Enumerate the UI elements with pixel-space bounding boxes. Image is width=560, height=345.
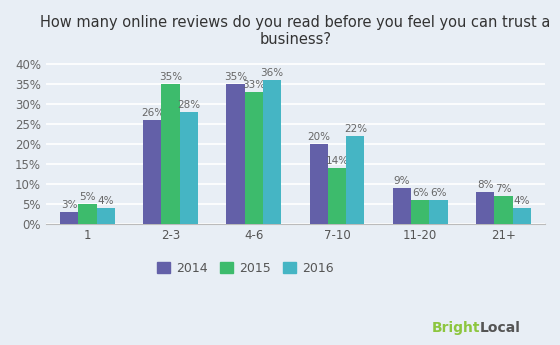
Bar: [512, 208, 531, 224]
Bar: [328, 168, 346, 224]
Title: How many online reviews do you read before you feel you can trust a
business?: How many online reviews do you read befo…: [40, 15, 550, 47]
Text: 35%: 35%: [159, 71, 182, 81]
Bar: [476, 192, 494, 224]
Text: 4%: 4%: [514, 196, 530, 206]
Text: 20%: 20%: [307, 132, 330, 142]
Bar: [263, 80, 281, 224]
Bar: [97, 208, 115, 224]
Text: 9%: 9%: [394, 176, 410, 186]
Text: Bright: Bright: [431, 321, 480, 335]
Text: 35%: 35%: [224, 71, 247, 81]
Text: 7%: 7%: [495, 184, 512, 194]
Text: 4%: 4%: [97, 196, 114, 206]
Text: 6%: 6%: [430, 188, 447, 198]
Bar: [78, 204, 97, 224]
Bar: [60, 212, 78, 224]
Bar: [226, 83, 245, 224]
Text: 26%: 26%: [141, 108, 164, 118]
Bar: [346, 136, 365, 224]
Text: 8%: 8%: [477, 180, 493, 190]
Text: 22%: 22%: [344, 124, 367, 134]
Bar: [310, 144, 328, 224]
Text: 6%: 6%: [412, 188, 428, 198]
Text: 28%: 28%: [178, 100, 200, 110]
Bar: [393, 188, 411, 224]
Text: Local: Local: [480, 321, 521, 335]
Bar: [411, 200, 430, 224]
Text: 36%: 36%: [260, 68, 284, 78]
Text: 33%: 33%: [242, 80, 265, 90]
Text: 3%: 3%: [61, 200, 77, 210]
Bar: [161, 83, 180, 224]
Bar: [245, 91, 263, 224]
Bar: [180, 111, 198, 224]
Text: 14%: 14%: [325, 156, 348, 166]
Bar: [494, 196, 512, 224]
Bar: [143, 120, 161, 224]
Text: 5%: 5%: [79, 192, 96, 202]
Legend: 2014, 2015, 2016: 2014, 2015, 2016: [152, 257, 339, 280]
Bar: [430, 200, 447, 224]
